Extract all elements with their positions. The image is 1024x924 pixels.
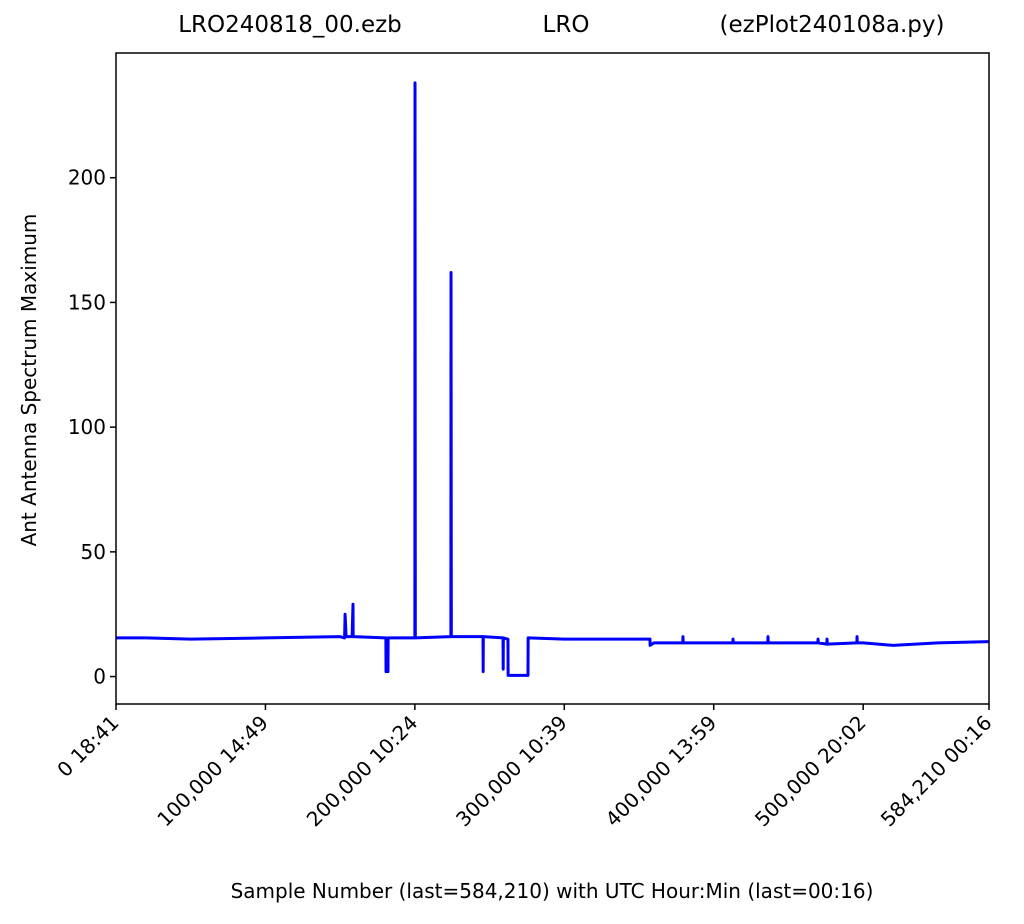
y-axis-label: Ant Antenna Spectrum Maximum (17, 214, 41, 547)
chart-title-right: (ezPlot240108a.py) (720, 12, 945, 38)
y-tick-label: 150 (68, 290, 106, 314)
x-axis-label: Sample Number (last=584,210) with UTC Ho… (231, 879, 874, 903)
plot-frame (115, 52, 990, 705)
chart-title-left: LRO240818_00.ezb (178, 12, 402, 38)
y-tick-label: 200 (68, 166, 106, 190)
y-tick-label: 50 (81, 540, 106, 564)
data-line (116, 81, 990, 677)
y-tick-label: 100 (68, 415, 106, 439)
y-tick-label: 0 (93, 665, 106, 689)
chart-title-center: LRO (543, 12, 590, 38)
